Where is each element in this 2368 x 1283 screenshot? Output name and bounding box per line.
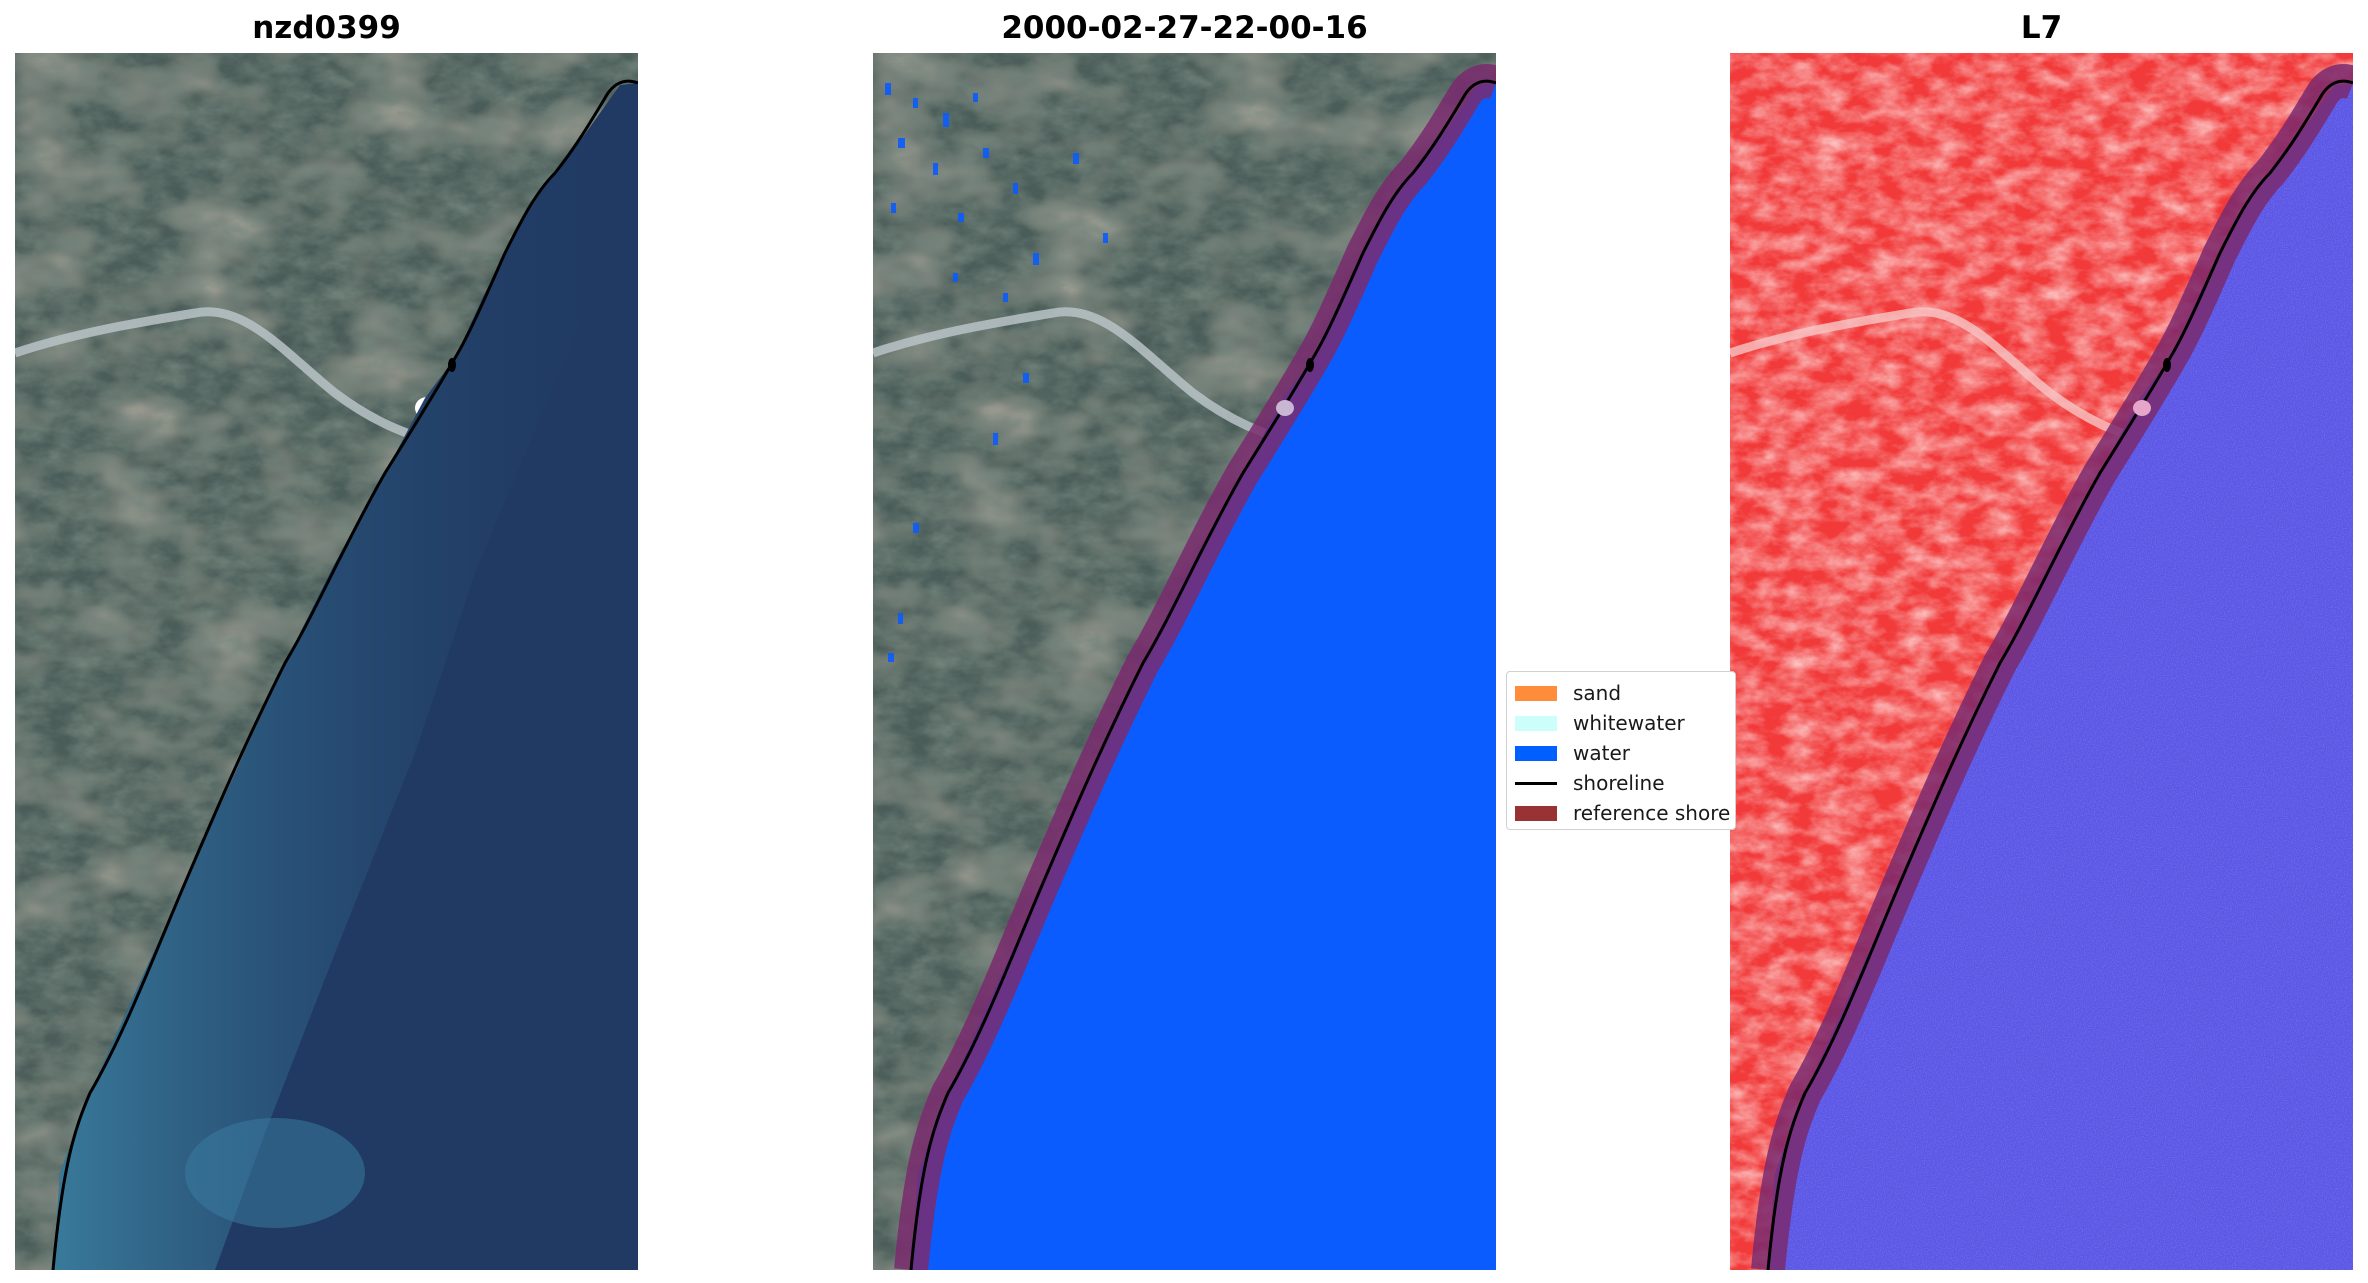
- legend-label-sand: sand: [1573, 681, 1622, 705]
- legend-label-shoreline: shoreline: [1573, 771, 1665, 795]
- legend-item-water: water: [1515, 738, 1630, 768]
- false-color-image: [1730, 53, 2353, 1270]
- reference-shore-swatch: [1515, 805, 1557, 821]
- panel-title-left: nzd0399: [252, 10, 401, 46]
- whitewater-swatch: [1515, 715, 1557, 731]
- legend-item-sand: sand: [1515, 678, 1621, 708]
- legend: sand whitewater water shoreline referenc…: [1506, 671, 1736, 830]
- rgb-satellite-image: [15, 53, 638, 1270]
- legend-label-whitewater: whitewater: [1573, 711, 1685, 735]
- legend-label-water: water: [1573, 741, 1630, 765]
- legend-item-shoreline: shoreline: [1515, 768, 1665, 798]
- water-swatch: [1515, 745, 1557, 761]
- shoreline-swatch: [1515, 781, 1557, 785]
- panel-title-right: L7: [2020, 10, 2063, 46]
- legend-item-whitewater: whitewater: [1515, 708, 1685, 738]
- sand-swatch: [1515, 685, 1557, 701]
- classified-image: [873, 53, 1496, 1270]
- legend-item-reference-shore: reference shore: [1515, 798, 1730, 828]
- legend-label-reference-shore: reference shore: [1573, 801, 1731, 825]
- panel-title-center: 2000-02-27-22-00-16: [1001, 10, 1368, 46]
